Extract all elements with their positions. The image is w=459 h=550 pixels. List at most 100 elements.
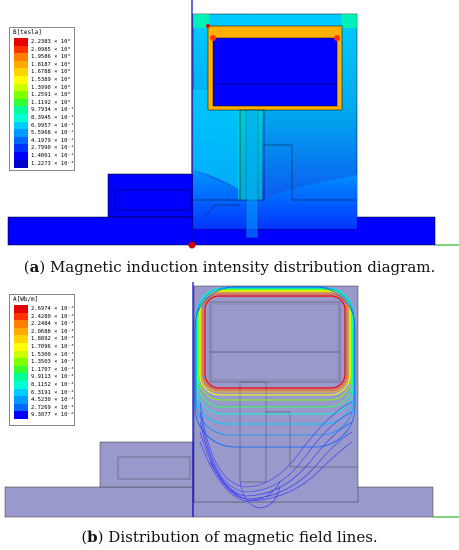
legend-b: A[Wb/m] 2.6974 × 10⁻³ 2.4280 × 10⁻³ 2.2484… — [9, 294, 75, 426]
b-legend-value: 4.5230 × 10⁻⁴ — [31, 397, 75, 404]
a-legend-row: 1.8187 × 10⁰ — [14, 60, 71, 69]
a-legend-row: 6.9957 × 10⁻¹ — [14, 121, 74, 130]
a-legend-value: 2.7990 × 10⁻¹ — [31, 145, 75, 152]
coil-window — [212, 37, 338, 107]
b-legend-swatch — [14, 327, 28, 336]
a-legend-row: 1.2591 × 10⁰ — [14, 91, 71, 100]
a-legend-swatch — [14, 45, 28, 54]
b-legend-swatch — [14, 350, 28, 359]
field-lines-plot — [4, 282, 459, 518]
b-legend-row: 4.5230 × 10⁻⁴ — [14, 396, 74, 405]
b-legend-swatch — [14, 381, 28, 389]
b-legend-row: 1.8892 × 10⁻³ — [14, 335, 74, 344]
a-legend-row: 5.5968 × 10⁻¹ — [14, 129, 74, 138]
origin-point — [188, 241, 196, 249]
a-legend-value: 1.3990 × 10⁰ — [31, 84, 71, 91]
a-legend-row: 9.7934 × 10⁻¹ — [14, 106, 74, 115]
a-legend-swatch — [14, 129, 28, 138]
a-legend-value: 1.5389 × 10⁰ — [31, 77, 71, 83]
a-legend-value: 2.0985 × 10⁰ — [31, 46, 71, 53]
b-legend-row: 2.7269 × 10⁻⁴ — [14, 403, 74, 412]
left-block — [107, 173, 199, 218]
a-legend-row: 2.7990 × 10⁻¹ — [14, 144, 74, 153]
a-legend-value: 5.5968 × 10⁻¹ — [31, 130, 75, 137]
b-legend-value: 2.4280 × 10⁻³ — [31, 313, 75, 320]
field-line-group — [194, 286, 356, 448]
a-legend-row: 1.5389 × 10⁰ — [14, 76, 71, 84]
b-legend-value: 1.3503 × 10⁻³ — [31, 359, 75, 366]
b-legend-row: 6.3191 × 10⁻⁴ — [14, 388, 74, 397]
a-legend-value: 1.2273 × 10⁻⁴ — [31, 160, 75, 167]
induction-plot — [7, 0, 459, 249]
a-legend-swatch — [14, 68, 28, 77]
a-legend-value: 1.9586 × 10⁰ — [31, 54, 71, 61]
b-legend-swatch — [14, 403, 28, 412]
panel-b-field-lines: A[Wb/m] 2.6974 × 10⁻³ 2.4280 × 10⁻³ 2.2484… — [0, 282, 459, 522]
a-legend-row: 2.0985 × 10⁰ — [14, 45, 71, 54]
b-legend-swatch — [14, 305, 28, 313]
a-legend-value: 9.7934 × 10⁻¹ — [31, 107, 75, 114]
a-legend-row: 1.9586 × 10⁰ — [14, 53, 71, 62]
b-legend-value: 2.6974 × 10⁻³ — [31, 306, 75, 312]
b-legend-swatch — [14, 396, 28, 405]
b-legend-row: 2.0688 × 10⁻³ — [14, 327, 74, 336]
b-legend-value: 9.9113 × 10⁻⁴ — [31, 374, 75, 381]
a-legend-value: 1.6788 × 10⁰ — [31, 69, 71, 76]
a-legend-swatch — [14, 106, 28, 115]
b-legend-value: 6.3191 × 10⁻⁴ — [31, 389, 75, 396]
a-legend-row: 1.1192 × 10⁰ — [14, 98, 71, 107]
b-legend-row: 2.6974 × 10⁻³ — [14, 305, 74, 313]
a-legend-row: 1.6788 × 10⁰ — [14, 68, 71, 77]
field-line-curves — [199, 401, 353, 509]
a-legend-value: 6.9957 × 10⁻¹ — [31, 122, 75, 129]
caption-a: (a) Magnetic induction intensity distrib… — [23, 258, 436, 276]
a-legend-value: 4.1979 × 10⁻¹ — [31, 137, 75, 144]
a-legend-value: 1.4001 × 10⁻¹ — [31, 153, 75, 159]
a-legend-value: 1.8187 × 10⁰ — [31, 61, 71, 68]
a-legend-swatch — [14, 152, 28, 160]
b-legend-swatch — [14, 388, 28, 397]
b-legend-value: 1.5300 × 10⁻³ — [31, 351, 75, 358]
b-legend-row: 1.3503 × 10⁻³ — [14, 358, 74, 367]
caption-a-letter: a — [29, 258, 40, 276]
a-legend-value: 1.2591 × 10⁰ — [31, 92, 71, 99]
caption-b: (b) Distribution of magnetic field lines… — [81, 528, 378, 546]
a-legend-swatch — [14, 136, 28, 145]
b-legend-row: 1.1707 × 10⁻³ — [14, 365, 74, 374]
b-legend-swatch — [14, 365, 28, 374]
a-legend-row: 8.3945 × 10⁻¹ — [14, 114, 74, 122]
a-legend-swatch — [14, 76, 28, 84]
b-legend-value: 9.3077 × 10⁻⁶ — [31, 412, 75, 419]
caption-a-text: Magnetic induction intensity distributio… — [49, 258, 436, 276]
a-legend-row: 1.4001 × 10⁻¹ — [14, 152, 74, 160]
legend-a-title: B[tesla] — [13, 29, 42, 36]
a-legend-row: 2.2383 × 10⁰ — [14, 38, 71, 46]
legend-b-title: A[Wb/m] — [13, 296, 39, 303]
b-legend-row: 9.3077 × 10⁻⁶ — [14, 411, 74, 420]
a-legend-swatch — [14, 53, 28, 62]
a-legend-swatch — [14, 83, 28, 92]
b-legend-swatch — [14, 358, 28, 367]
b-legend-value: 2.0688 × 10⁻³ — [31, 328, 75, 335]
b-legend-value: 2.2484 × 10⁻³ — [31, 321, 75, 328]
b-legend-row: 2.4280 × 10⁻³ — [14, 312, 74, 321]
b-legend-row: 1.5300 × 10⁻³ — [14, 350, 74, 359]
b-legend-row: 8.1152 × 10⁻⁴ — [14, 381, 74, 389]
a-legend-swatch — [14, 60, 28, 69]
a-legend-row: 1.3990 × 10⁰ — [14, 83, 71, 92]
b-legend-swatch — [14, 320, 28, 329]
a-legend-swatch — [14, 144, 28, 153]
b-legend-swatch — [14, 312, 28, 321]
b-legend-swatch — [14, 335, 28, 344]
b-legend-value: 2.7269 × 10⁻⁴ — [31, 404, 75, 411]
b-legend-row: 9.9113 × 10⁻⁴ — [14, 373, 74, 382]
caption-b-text: Distribution of magnetic field lines. — [108, 528, 378, 546]
b-legend-value: 1.7096 × 10⁻³ — [31, 344, 75, 350]
a-legend-row: 1.2273 × 10⁻⁴ — [14, 159, 74, 168]
a-legend-value: 8.3945 × 10⁻¹ — [31, 115, 75, 121]
left-block-b — [99, 441, 198, 488]
a-legend-swatch — [14, 98, 28, 107]
b-legend-value: 1.8892 × 10⁻³ — [31, 336, 75, 343]
b-legend-swatch — [14, 411, 28, 420]
b-legend-value: 1.1707 × 10⁻³ — [31, 366, 75, 373]
